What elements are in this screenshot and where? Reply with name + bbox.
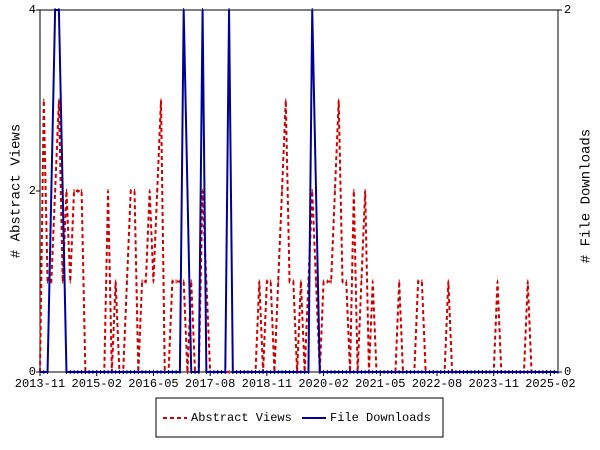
- y2-axis-label: # File Downloads: [579, 129, 595, 263]
- x-tick-label: 2015-02: [72, 377, 122, 391]
- x-tick-label: 2025-02: [525, 377, 575, 391]
- x-tick-label: 2017-08: [185, 377, 235, 391]
- x-tick-label: 2018-11: [242, 377, 292, 391]
- series-line: [39, 100, 558, 373]
- legend: [155, 397, 444, 438]
- x-tick-label: 2022-08: [412, 377, 462, 391]
- y-axis-label: # Abstract Views: [9, 124, 25, 258]
- x-tick-label: 2020-02: [298, 377, 348, 391]
- legend-label: Abstract Views: [191, 411, 292, 425]
- y-tick-label: 4: [29, 3, 36, 17]
- legend-label: File Downloads: [330, 411, 431, 425]
- y-tick-label: 2: [29, 184, 36, 198]
- y2-tick-label: 2: [564, 3, 571, 17]
- x-tick-label: 2021-05: [355, 377, 405, 391]
- y2-tick-label: 0: [564, 365, 571, 379]
- series-line: [40, 9, 558, 373]
- x-tick-label: 2016-05: [128, 377, 178, 391]
- y-tick-label: 0: [29, 365, 36, 379]
- x-tick-label: 2013-11: [15, 377, 65, 391]
- x-tick-label: 2023-11: [469, 377, 519, 391]
